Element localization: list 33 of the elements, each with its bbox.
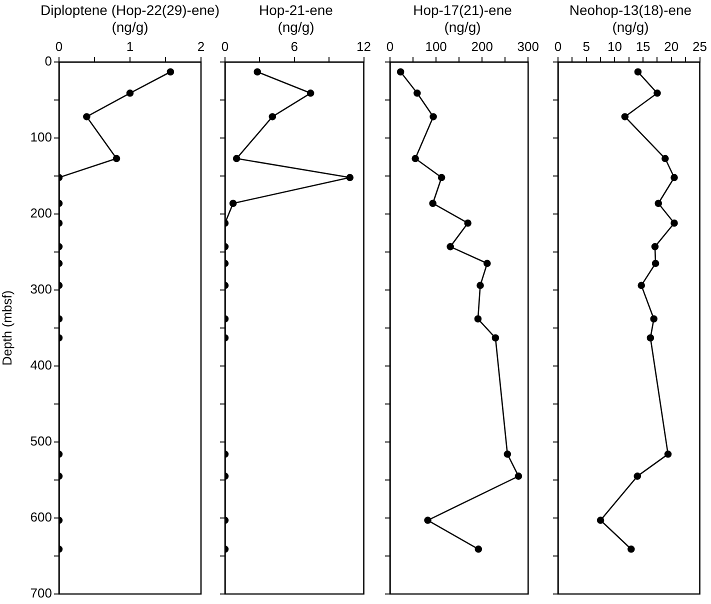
x-tick-label: 25 [692, 38, 708, 54]
x-tick-label: 2 [197, 38, 205, 54]
chart-title: Hop-21-ene [259, 2, 333, 19]
y-axis-title: Depth (mbsf) [0, 290, 14, 366]
x-tick-label: 20 [664, 38, 679, 54]
x-axis-title: (ng/g) [443, 19, 482, 36]
x-tick-label: 200 [471, 38, 493, 54]
y-tick-label: 500 [30, 434, 52, 449]
chart-title: Neohop-13(18)-ene [569, 2, 692, 19]
x-tick-label: 10 [607, 38, 622, 54]
chart-title: Diploptene (Hop-22(29)-ene) [40, 2, 220, 19]
x-axis-title: (ng/g) [276, 19, 316, 36]
x-tick-label: 0 [554, 38, 562, 54]
y-tick-label: 300 [30, 282, 52, 297]
x-tick-label: 0 [55, 38, 63, 54]
y-tick-label: 200 [30, 206, 52, 221]
x-tick-label: 100 [425, 38, 447, 54]
x-tick-label: 12 [356, 38, 372, 54]
x-tick-label: 6 [290, 38, 298, 54]
x-axis-title: (ng/g) [110, 19, 150, 36]
y-tick-label: 700 [30, 586, 52, 601]
y-tick-label: 100 [30, 130, 52, 145]
x-tick-label: 0 [386, 38, 394, 54]
y-tick-label: 600 [30, 510, 52, 525]
chart-title: Hop-17(21)-ene [413, 2, 512, 19]
y-tick-label: 0 [44, 54, 52, 69]
x-tick-label: 5 [582, 38, 590, 54]
y-tick-label: 400 [30, 358, 52, 373]
x-tick-label: 0 [221, 38, 229, 54]
x-tick-label: 15 [636, 38, 650, 54]
x-axis-title: (ng/g) [611, 19, 650, 36]
x-tick-label: 1 [126, 38, 134, 54]
x-tick-label: 300 [517, 38, 540, 54]
